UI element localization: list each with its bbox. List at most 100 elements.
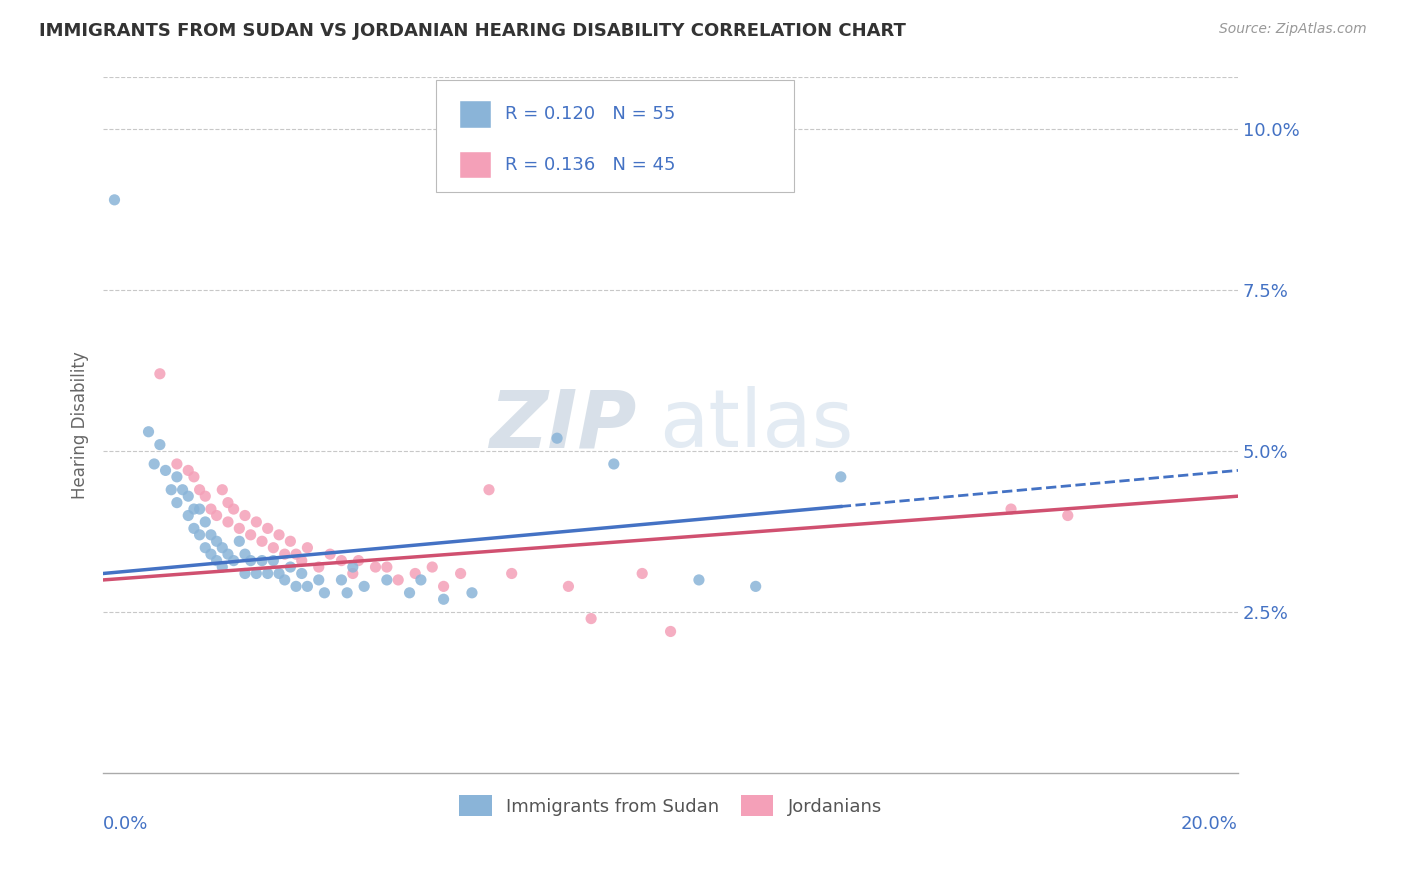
Point bbox=[1056, 508, 1078, 523]
Point bbox=[239, 553, 262, 567]
Point bbox=[217, 495, 239, 509]
Point bbox=[250, 534, 273, 549]
Point bbox=[138, 425, 160, 439]
Point bbox=[222, 553, 245, 567]
Point bbox=[200, 528, 222, 542]
Point bbox=[183, 502, 205, 516]
Point bbox=[744, 579, 766, 593]
Point bbox=[177, 489, 200, 503]
Point bbox=[228, 521, 250, 535]
Point bbox=[267, 566, 290, 581]
Point bbox=[297, 579, 319, 593]
Point bbox=[404, 566, 426, 581]
Point bbox=[217, 547, 239, 561]
Point bbox=[375, 573, 398, 587]
Point bbox=[194, 489, 217, 503]
Point bbox=[256, 521, 278, 535]
Point bbox=[364, 560, 387, 574]
Point bbox=[239, 528, 262, 542]
Point bbox=[217, 515, 239, 529]
Point bbox=[149, 367, 172, 381]
Point bbox=[280, 534, 302, 549]
Point bbox=[177, 508, 200, 523]
Point bbox=[177, 463, 200, 477]
Point bbox=[245, 566, 267, 581]
Point bbox=[280, 560, 302, 574]
Point bbox=[432, 579, 454, 593]
Point bbox=[183, 521, 205, 535]
Point bbox=[478, 483, 501, 497]
Point bbox=[546, 431, 568, 445]
Y-axis label: Hearing Disability: Hearing Disability bbox=[72, 351, 89, 500]
Point bbox=[228, 534, 250, 549]
Point bbox=[222, 502, 245, 516]
Point bbox=[143, 457, 166, 471]
Point bbox=[285, 579, 308, 593]
Point bbox=[398, 586, 420, 600]
Point bbox=[194, 541, 217, 555]
Point bbox=[314, 586, 336, 600]
Point bbox=[267, 528, 290, 542]
Point bbox=[347, 553, 370, 567]
Legend: Immigrants from Sudan, Jordanians: Immigrants from Sudan, Jordanians bbox=[460, 796, 882, 816]
Point bbox=[342, 560, 364, 574]
Point bbox=[103, 193, 125, 207]
Point bbox=[291, 553, 314, 567]
Point bbox=[336, 586, 359, 600]
Point bbox=[256, 566, 278, 581]
Point bbox=[245, 515, 267, 529]
Point bbox=[342, 566, 364, 581]
Text: R = 0.120   N = 55: R = 0.120 N = 55 bbox=[505, 105, 675, 123]
Point bbox=[308, 573, 330, 587]
Text: IMMIGRANTS FROM SUDAN VS JORDANIAN HEARING DISABILITY CORRELATION CHART: IMMIGRANTS FROM SUDAN VS JORDANIAN HEARI… bbox=[39, 22, 907, 40]
Point bbox=[166, 470, 188, 484]
Point bbox=[233, 566, 256, 581]
Point bbox=[172, 483, 194, 497]
Point bbox=[420, 560, 443, 574]
Point bbox=[631, 566, 654, 581]
Point bbox=[160, 483, 183, 497]
Point bbox=[211, 560, 233, 574]
Point bbox=[188, 483, 211, 497]
Point bbox=[688, 573, 710, 587]
Text: R = 0.136   N = 45: R = 0.136 N = 45 bbox=[505, 156, 675, 174]
Point bbox=[273, 547, 295, 561]
Point bbox=[461, 586, 484, 600]
Point bbox=[200, 547, 222, 561]
Point bbox=[409, 573, 432, 587]
Point bbox=[285, 547, 308, 561]
Point bbox=[183, 470, 205, 484]
Point bbox=[233, 508, 256, 523]
Point bbox=[297, 541, 319, 555]
Point bbox=[603, 457, 626, 471]
Point bbox=[250, 553, 273, 567]
Point bbox=[308, 560, 330, 574]
Point bbox=[557, 579, 579, 593]
Text: ZIP: ZIP bbox=[489, 386, 637, 465]
Text: Source: ZipAtlas.com: Source: ZipAtlas.com bbox=[1219, 22, 1367, 37]
Point bbox=[188, 502, 211, 516]
Text: 20.0%: 20.0% bbox=[1181, 815, 1239, 833]
Point bbox=[205, 508, 228, 523]
Point bbox=[1000, 502, 1022, 516]
Point bbox=[233, 547, 256, 561]
Point bbox=[149, 437, 172, 451]
Point bbox=[205, 553, 228, 567]
Point bbox=[659, 624, 682, 639]
Point bbox=[830, 470, 852, 484]
Point bbox=[579, 611, 602, 625]
Point bbox=[353, 579, 375, 593]
Point bbox=[330, 553, 353, 567]
Point bbox=[155, 463, 177, 477]
Point bbox=[188, 528, 211, 542]
Point bbox=[319, 547, 342, 561]
Point bbox=[387, 573, 409, 587]
Point bbox=[330, 573, 353, 587]
Point bbox=[211, 483, 233, 497]
Point bbox=[205, 534, 228, 549]
Point bbox=[194, 515, 217, 529]
Point bbox=[262, 541, 284, 555]
Text: atlas: atlas bbox=[659, 386, 853, 465]
Point bbox=[375, 560, 398, 574]
Point bbox=[166, 495, 188, 509]
